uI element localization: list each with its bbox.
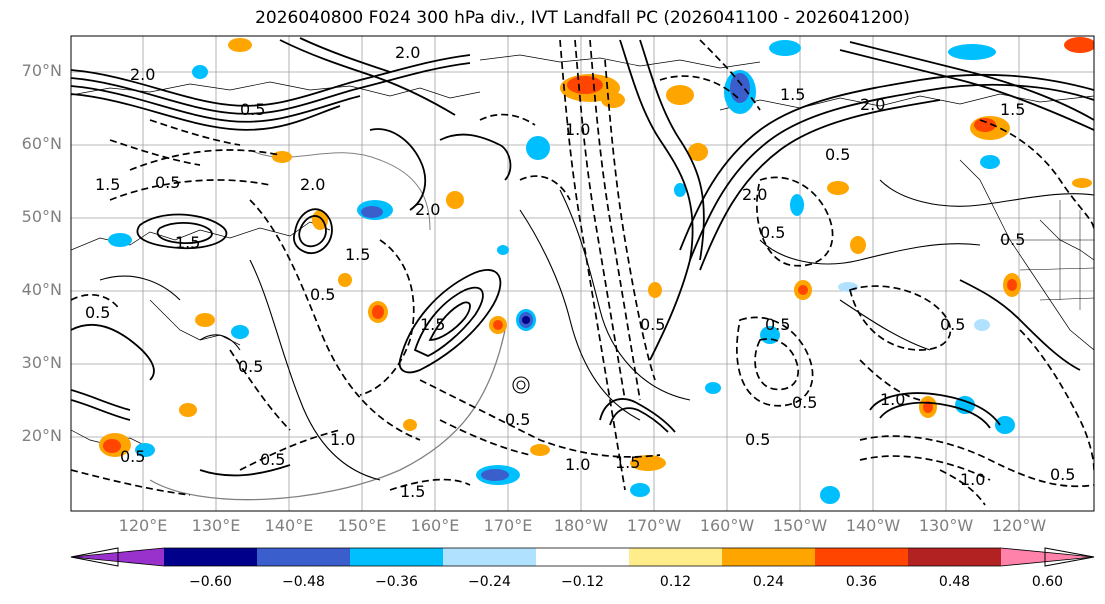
svg-text:2.0: 2.0 bbox=[395, 43, 420, 62]
svg-text:1.0: 1.0 bbox=[565, 120, 590, 139]
svg-text:0.5: 0.5 bbox=[260, 450, 285, 469]
lon-label: 130°E bbox=[191, 516, 241, 535]
svg-text:1.5: 1.5 bbox=[420, 315, 445, 334]
svg-text:1.5: 1.5 bbox=[175, 233, 200, 252]
svg-text:1.5: 1.5 bbox=[95, 175, 120, 194]
lon-label: 140°E bbox=[264, 516, 314, 535]
map-title: 2026040800 F024 300 hPa div., IVT Landfa… bbox=[255, 8, 910, 28]
colorbar-tick-label: −0.12 bbox=[561, 574, 604, 590]
lon-label: 120°E bbox=[118, 516, 168, 535]
svg-text:0.5: 0.5 bbox=[85, 303, 110, 322]
lon-label: 150°E bbox=[337, 516, 387, 535]
lat-label: 20°N bbox=[21, 426, 62, 445]
contours-dashed bbox=[71, 39, 1094, 506]
colorbar-tick-label: 0.36 bbox=[845, 574, 878, 590]
lon-label: 150°W bbox=[772, 516, 828, 535]
svg-text:0.5: 0.5 bbox=[310, 285, 335, 304]
svg-text:2.0: 2.0 bbox=[742, 185, 767, 204]
colorbar-max-extension bbox=[1001, 548, 1094, 566]
colorbar-cell bbox=[443, 548, 537, 566]
colorbar-cell bbox=[350, 548, 444, 566]
colorbar-cell bbox=[257, 548, 351, 566]
contours-solid bbox=[71, 37, 1094, 477]
svg-text:0.5: 0.5 bbox=[238, 357, 263, 376]
colorbar-cell bbox=[629, 548, 723, 566]
svg-text:0.5: 0.5 bbox=[155, 173, 180, 192]
svg-text:0.5: 0.5 bbox=[1000, 230, 1025, 249]
lat-label: 60°N bbox=[21, 134, 62, 153]
svg-text:0.5: 0.5 bbox=[760, 223, 785, 242]
colorbar-tick-label: 0.48 bbox=[938, 574, 971, 590]
colorbar bbox=[70, 547, 1095, 567]
graticule bbox=[71, 36, 1094, 511]
svg-text:1.5: 1.5 bbox=[615, 453, 640, 472]
svg-text:0.5: 0.5 bbox=[765, 315, 790, 334]
lat-label: 40°N bbox=[21, 280, 62, 299]
svg-text:2.0: 2.0 bbox=[300, 175, 325, 194]
lon-label: 130°W bbox=[918, 516, 974, 535]
lat-label: 30°N bbox=[21, 353, 62, 372]
colorbar-cell bbox=[722, 548, 816, 566]
map-plot: 2.0 2.0 2.0 2.0 2.0 2.0 1.0 1.5 1.5 1.5 … bbox=[70, 35, 1095, 512]
svg-text:0.5: 0.5 bbox=[640, 315, 665, 334]
colorbar-tick-label: −0.60 bbox=[189, 574, 232, 590]
svg-text:0.5: 0.5 bbox=[745, 430, 770, 449]
lat-label: 70°N bbox=[21, 61, 62, 80]
svg-text:1.0: 1.0 bbox=[880, 390, 905, 409]
lon-label: 120°W bbox=[991, 516, 1047, 535]
svg-text:1.5: 1.5 bbox=[780, 85, 805, 104]
svg-text:1.0: 1.0 bbox=[960, 470, 985, 489]
colorbar-cell bbox=[164, 548, 258, 566]
ivt-outline bbox=[149, 329, 506, 501]
svg-text:0.5: 0.5 bbox=[505, 410, 530, 429]
svg-text:2.0: 2.0 bbox=[130, 65, 155, 84]
svg-text:0.5: 0.5 bbox=[792, 393, 817, 412]
svg-text:1.5: 1.5 bbox=[1000, 100, 1025, 119]
colorbar-cell bbox=[815, 548, 909, 566]
colorbar-tick-label: 0.24 bbox=[752, 574, 785, 590]
svg-text:0.5: 0.5 bbox=[240, 100, 265, 119]
borders bbox=[1000, 200, 1094, 310]
colorbar-tick-label: −0.48 bbox=[282, 574, 325, 590]
colorbar-tick-label: −0.24 bbox=[468, 574, 511, 590]
svg-text:1.0: 1.0 bbox=[330, 430, 355, 449]
contour-labels: 2.0 2.0 2.0 2.0 2.0 2.0 1.0 1.5 1.5 1.5 … bbox=[85, 43, 1075, 501]
lon-label: 160°W bbox=[699, 516, 755, 535]
svg-text:2.0: 2.0 bbox=[415, 200, 440, 219]
colorbar-cell bbox=[908, 548, 1002, 566]
svg-text:0.5: 0.5 bbox=[940, 315, 965, 334]
lon-label: 180°W bbox=[553, 516, 609, 535]
colorbar-cell bbox=[536, 548, 630, 566]
svg-text:1.5: 1.5 bbox=[345, 245, 370, 264]
lon-label: 160°E bbox=[410, 516, 460, 535]
contours-thin bbox=[99, 179, 1094, 481]
lon-label: 140°W bbox=[845, 516, 901, 535]
svg-text:1.5: 1.5 bbox=[400, 482, 425, 501]
lon-label: 170°W bbox=[626, 516, 682, 535]
svg-text:0.5: 0.5 bbox=[120, 447, 145, 466]
lat-label: 50°N bbox=[21, 207, 62, 226]
colorbar-tick-label: −0.36 bbox=[375, 574, 418, 590]
svg-text:0.5: 0.5 bbox=[1050, 465, 1075, 484]
colorbar-tick-label: 0.60 bbox=[1031, 574, 1064, 590]
svg-text:2.0: 2.0 bbox=[860, 95, 885, 114]
svg-text:0.5: 0.5 bbox=[825, 145, 850, 164]
colorbar-tick-label: 0.12 bbox=[659, 574, 692, 590]
coastlines bbox=[71, 54, 1094, 449]
lon-label: 170°E bbox=[483, 516, 533, 535]
svg-text:1.0: 1.0 bbox=[565, 455, 590, 474]
